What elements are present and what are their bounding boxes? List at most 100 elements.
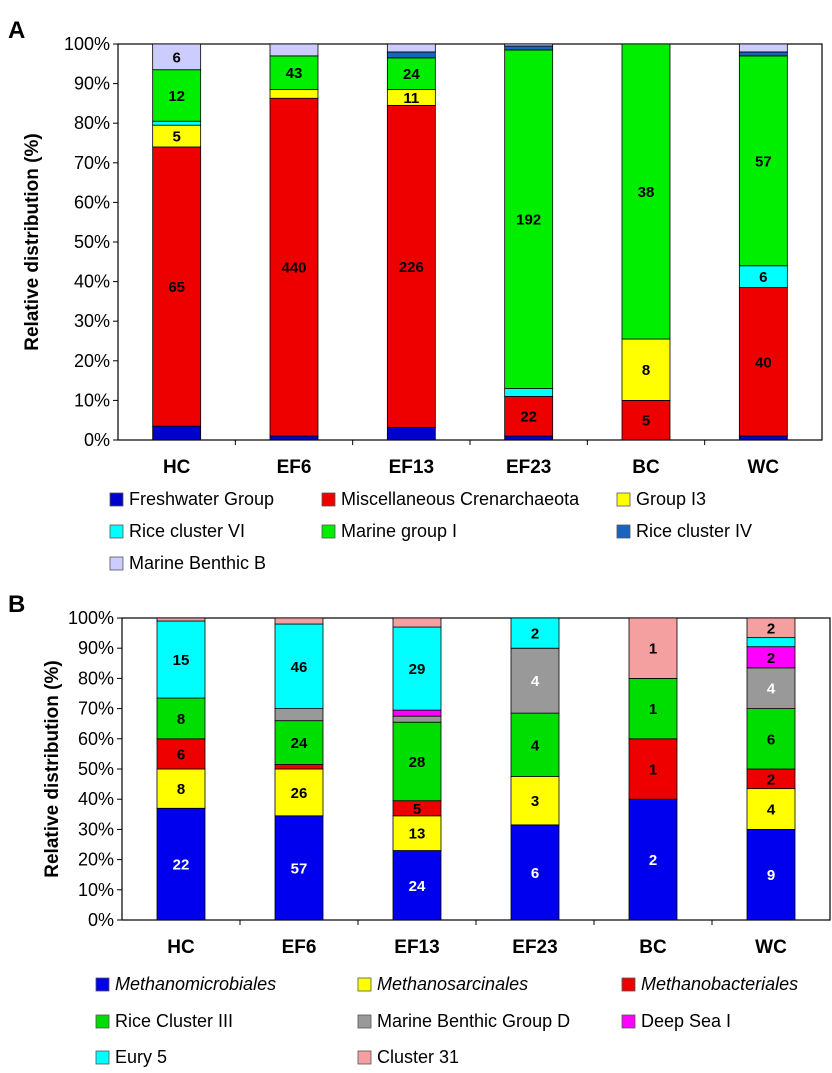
- bar-segment-b: [274, 623, 324, 709]
- legend-entry-label: Rice cluster IV: [636, 521, 752, 541]
- bar-segment-a: [269, 43, 319, 57]
- data-label: 2: [767, 650, 775, 667]
- data-label: 12: [168, 88, 185, 105]
- data-label: 9: [767, 867, 775, 884]
- legend-swatch: [621, 977, 636, 992]
- legend-entry-label: Rice cluster VI: [129, 521, 245, 541]
- x-tick-label: WC: [748, 457, 780, 478]
- bar-segment-b: [392, 709, 442, 717]
- bar-segment-b: [274, 764, 324, 770]
- legend-entry-label: Freshwater Group: [129, 489, 274, 509]
- data-label: 43: [286, 65, 303, 82]
- legend-swatch: [357, 1050, 372, 1065]
- data-label: 15: [173, 652, 190, 669]
- bar-segment-b: [156, 768, 206, 809]
- x-tick-label: EF6: [282, 937, 317, 958]
- x-tick-label: EF6: [277, 457, 312, 478]
- bar-segment-b: [156, 697, 206, 740]
- bar-segment-b: [274, 815, 324, 921]
- legend-entry-label: Methanosarcinales: [377, 974, 528, 994]
- data-label: 46: [291, 659, 308, 676]
- bar-segment-b: [392, 815, 442, 851]
- data-label: 1: [649, 701, 657, 718]
- bar-segment-b: [392, 626, 442, 711]
- y-tick-label: 20%: [78, 850, 114, 870]
- y-tick-label: 60%: [78, 729, 114, 749]
- legend-swatch: [616, 492, 631, 507]
- data-label: 22: [173, 857, 190, 874]
- legend-swatch: [616, 524, 631, 539]
- data-label: 40: [755, 354, 772, 371]
- data-label: 5: [413, 801, 421, 818]
- y-tick-label: 30%: [78, 819, 114, 839]
- legend-swatch: [95, 1050, 110, 1065]
- data-label: 28: [409, 754, 426, 771]
- data-label: 4: [767, 681, 776, 698]
- bar-segment-a: [738, 435, 788, 441]
- legend-entry-label: Cluster 31: [377, 1047, 459, 1067]
- y-tick-label: 40%: [74, 272, 110, 292]
- data-label: 4: [531, 737, 540, 754]
- x-tick-label: EF23: [506, 457, 551, 478]
- bar-segment-a: [386, 426, 436, 441]
- bar-segment-b: [274, 708, 324, 722]
- bar-segment-a: [152, 425, 202, 441]
- legend-entry-label: Deep Sea I: [641, 1011, 731, 1031]
- bar-segment-a: [504, 388, 554, 397]
- data-label: 11: [403, 90, 419, 107]
- bar-segment-a: [621, 43, 671, 340]
- data-label: 26: [291, 785, 308, 802]
- bar-segment-a: [386, 104, 436, 428]
- y-tick-label: 90%: [74, 74, 110, 94]
- bar-segment-b: [156, 807, 206, 921]
- bar-segment-a: [269, 435, 319, 441]
- bar-segment-a: [738, 55, 788, 267]
- bar-segment-b: [156, 617, 206, 622]
- bar-segment-a: [386, 51, 436, 59]
- bar-segment-a: [269, 97, 319, 437]
- data-label: 38: [638, 184, 655, 201]
- bar-segment-b: [274, 617, 324, 625]
- data-label: 5: [642, 413, 650, 430]
- chart-panel-b: 0% 10% 20% 30% 40% 50% 60% 70% 80% 90% 100% Relativ…: [42, 608, 831, 1067]
- legend-swatch: [95, 977, 110, 992]
- bar-segment-a: [504, 49, 554, 389]
- legend-swatch: [621, 1014, 636, 1029]
- x-tick-label: EF13: [394, 937, 439, 958]
- bar-segment-b: [746, 637, 796, 648]
- bar-segment-a: [152, 120, 202, 126]
- data-label: 440: [281, 260, 306, 277]
- x-tick-label: BC: [639, 937, 667, 958]
- data-label: 57: [291, 860, 308, 877]
- y-tick-label: 0%: [84, 430, 110, 450]
- bar-segment-a: [386, 43, 436, 53]
- bar-segment-b: [746, 617, 796, 639]
- data-label: 57: [755, 153, 772, 170]
- legend-swatch: [95, 1014, 110, 1029]
- x-tick-label: BC: [632, 457, 660, 478]
- legend-entry-label: Marine group I: [341, 521, 457, 541]
- bar-segment-b: [156, 738, 206, 770]
- bar-segment-b: [628, 617, 678, 679]
- plot-frame-a: [117, 43, 823, 441]
- data-label: 192: [516, 212, 541, 229]
- y-tick-label: 10%: [78, 880, 114, 900]
- bar-segment-b: [156, 620, 206, 699]
- y-tick-label: 100%: [68, 608, 114, 628]
- data-label: 6: [177, 746, 185, 763]
- legend-swatch: [357, 977, 372, 992]
- data-label: 8: [177, 781, 185, 798]
- bar-segment-a: [738, 51, 788, 57]
- bar-segment-a: [504, 435, 554, 441]
- data-label: 4: [531, 673, 540, 690]
- bar-segment-a: [738, 43, 788, 53]
- data-label: 2: [649, 852, 657, 869]
- data-label: 24: [409, 878, 426, 895]
- data-label: 6: [767, 731, 775, 748]
- data-label: 2: [531, 626, 539, 643]
- y-tick-label: 80%: [74, 113, 110, 133]
- panel-letter-a: A: [8, 17, 25, 44]
- y-tick-label: 20%: [74, 351, 110, 371]
- data-label: 65: [168, 279, 185, 296]
- data-label: 24: [291, 735, 308, 752]
